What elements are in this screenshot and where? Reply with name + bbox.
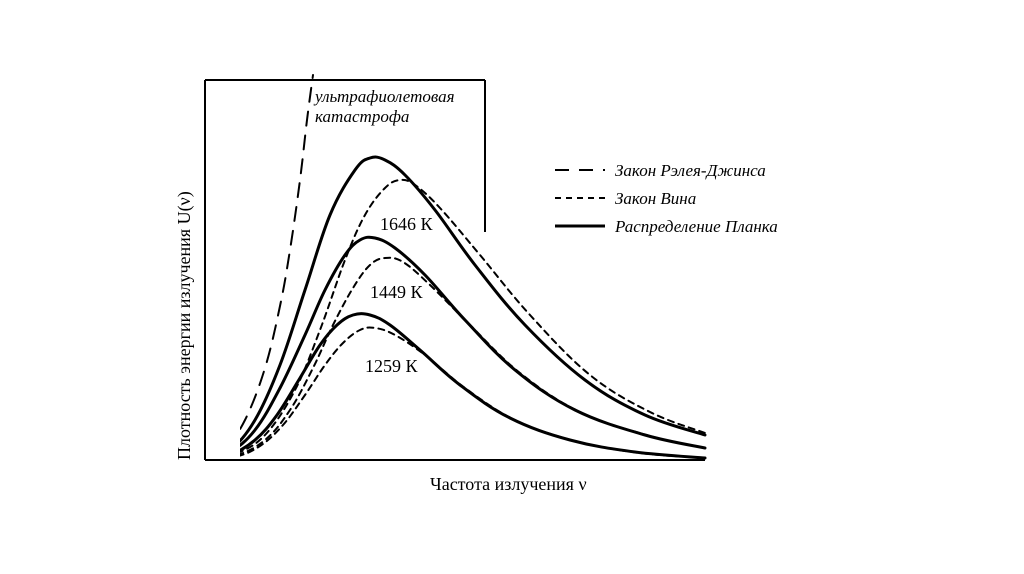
blackbody-radiation-chart: 1646 К 1449 К 1259 К ультрафиолетоваякатаст… [170,70,850,510]
legend-text-0: Закон Рэлея-Джинса [615,161,766,180]
chart-svg: 1646 К 1449 К 1259 К ультрафиолетоваякатаст… [170,70,850,510]
uv-catastrophe-line1: ультрафиолетовая [313,87,455,106]
curve-wien_1259 [205,328,705,460]
legend-text-1: Закон Вина [615,189,696,208]
curve-planck_1449 [205,237,705,460]
y-axis-label: Плотность энергии излучения U(ν) [174,191,195,460]
curve-rayleigh_jeans [205,75,313,460]
legend-text-2: Распределение Планка [614,217,778,236]
label-planck_1646: 1646 К [380,214,434,234]
x-axis-label: Частота излучения ν [430,474,587,494]
label-planck_1449: 1449 К [370,282,424,302]
label-planck_1259: 1259 К [365,356,419,376]
uv-catastrophe-line2: катастрофа [315,107,409,126]
